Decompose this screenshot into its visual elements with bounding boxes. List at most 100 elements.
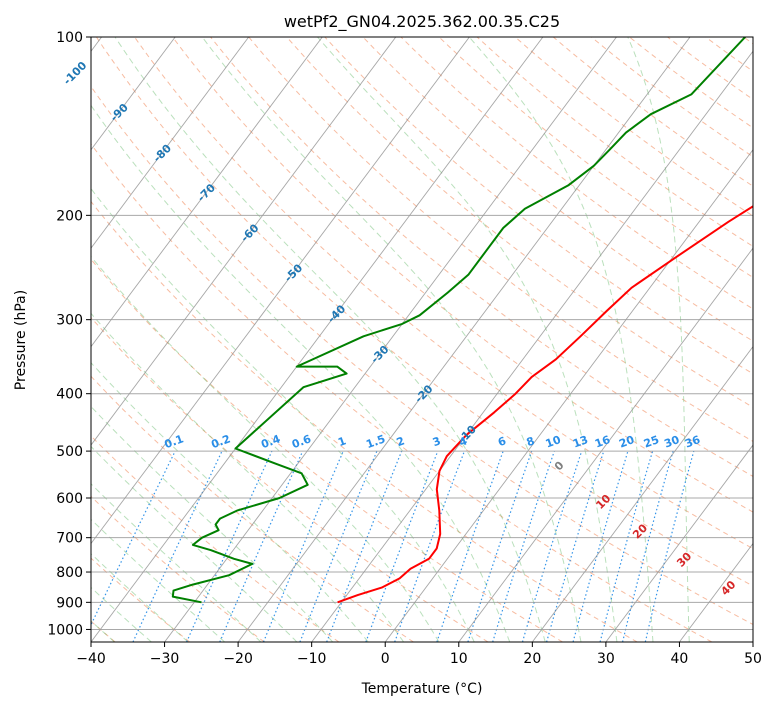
dry-adiabat <box>286 37 753 408</box>
dry-adiabat-label: -30 <box>368 343 391 366</box>
isotherm <box>752 641 753 642</box>
y-tick-label: 100 <box>56 30 83 46</box>
x-tick-label: 40 <box>671 651 689 667</box>
dry-adiabat-label: -60 <box>238 221 261 244</box>
mixing-ratio-line <box>467 450 533 642</box>
mixing-ratio-label: 1.5 <box>364 432 387 451</box>
dry-adiabat <box>476 37 753 247</box>
mixing-ratio-label: 36 <box>683 433 702 451</box>
y-tick-label: 600 <box>56 491 83 507</box>
mixing-ratio-line <box>326 450 403 642</box>
dry-adiabat-label: -40 <box>325 302 348 325</box>
mixing-ratio-line <box>546 450 605 642</box>
dry-adiabat <box>362 37 753 342</box>
isotherm <box>458 247 753 642</box>
moist-adiabat-label: 0 <box>552 458 567 473</box>
mixing-ratio-line <box>599 450 654 642</box>
dry-adiabat <box>743 37 753 45</box>
moist-adiabat <box>91 518 225 642</box>
x-tick-label: 0 <box>381 651 390 667</box>
x-tick-label: −20 <box>223 651 253 667</box>
isotherm <box>164 37 617 642</box>
moist-adiabat <box>91 312 405 642</box>
mixing-ratio-line <box>299 450 378 642</box>
isotherm <box>679 542 753 642</box>
moist-adiabat <box>91 405 334 642</box>
data-series <box>171 37 753 604</box>
isotherm <box>91 37 470 545</box>
dry-adiabat <box>91 375 414 642</box>
dry-adiabat <box>91 435 340 642</box>
moist-adiabat <box>468 37 654 642</box>
mixing-ratio-label: 1 <box>336 434 348 449</box>
mixing-ratio-label: 0.1 <box>163 432 186 451</box>
x-tick-label: −10 <box>297 651 327 667</box>
y-tick-label: 1000 <box>47 622 83 638</box>
dry-adiabat-label: -50 <box>282 261 305 284</box>
y-tick-label: 200 <box>56 208 83 224</box>
moist-adiabat-label: 40 <box>718 578 738 598</box>
mixing-ratio-label: 4 <box>457 434 469 449</box>
mixing-ratio-label: 16 <box>593 433 612 451</box>
mixing-ratio-label: 0.6 <box>290 432 313 451</box>
y-tick-label: 900 <box>56 595 83 611</box>
x-tick-label: 50 <box>744 651 762 667</box>
x-tick-label: 10 <box>450 651 468 667</box>
mixing-ratio-label: 30 <box>662 433 681 451</box>
chart-title: wetPf2_GN04.2025.362.00.35.C25 <box>284 12 560 32</box>
mixing-ratio-line <box>394 450 465 642</box>
isotherm <box>237 37 691 642</box>
background-lines <box>0 37 753 642</box>
mixing-ratio-label: 2 <box>395 434 407 449</box>
moist-adiabat <box>0 37 77 642</box>
moist-adiabat <box>91 483 262 642</box>
moist-adiabat <box>91 104 511 642</box>
dry-adiabat <box>590 37 753 158</box>
x-tick-label: 20 <box>523 651 541 667</box>
dewpoint-profile <box>171 37 746 604</box>
moist-adiabat <box>91 362 369 642</box>
mixing-ratio-line <box>262 450 344 642</box>
mixing-ratio-line <box>622 450 674 642</box>
dry-adiabat <box>91 143 713 642</box>
dry-adiabat <box>172 37 753 513</box>
temperature-profile <box>337 205 753 604</box>
dry-adiabat-label: -20 <box>412 382 435 405</box>
dry-adiabat <box>248 37 753 442</box>
isotherm <box>91 37 176 151</box>
mixing-ratio-line <box>132 450 223 642</box>
mixing-ratio-line <box>436 450 504 642</box>
plot-frame <box>90 36 754 643</box>
mixing-ratio-label: 10 <box>544 433 563 451</box>
y-tick-label: 800 <box>56 565 83 581</box>
dry-adiabat <box>324 37 753 375</box>
dry-adiabat-label: -80 <box>151 142 174 165</box>
dry-adiabat <box>438 37 753 279</box>
isotherm <box>91 37 544 642</box>
isotherm <box>311 50 753 642</box>
x-tick-label: −40 <box>76 651 106 667</box>
dry-adiabat-label: -70 <box>195 181 218 204</box>
dry-adiabat <box>210 37 753 477</box>
isotherm <box>91 37 250 249</box>
mixing-ratio-line <box>186 450 273 642</box>
isotherm <box>91 37 323 348</box>
moist-adiabat <box>91 553 189 642</box>
moist-adiabat-label: 10 <box>593 492 613 512</box>
mixing-ratio-line <box>91 450 176 627</box>
mixing-ratio-line <box>572 450 629 642</box>
mixing-ratio-label: 0.2 <box>209 432 232 451</box>
dry-adiabat <box>552 37 753 187</box>
dry-adiabat <box>91 85 753 626</box>
axes: −40 −30 −20 −10 0 10 20 30 40 5010009008007006005… <box>47 30 762 667</box>
isotherm <box>384 148 753 642</box>
moist-adiabat <box>201 37 582 642</box>
mixing-ratio-label: 13 <box>571 433 590 450</box>
dry-adiabat <box>514 37 753 217</box>
dry-adiabat <box>705 37 753 72</box>
mixing-ratio-label: 20 <box>617 433 636 451</box>
moist-adiabat <box>627 37 690 642</box>
dry-adiabat-label: -100 <box>61 59 90 88</box>
mixing-ratio-label: 0.4 <box>259 432 282 451</box>
y-tick-label: 500 <box>56 444 83 460</box>
